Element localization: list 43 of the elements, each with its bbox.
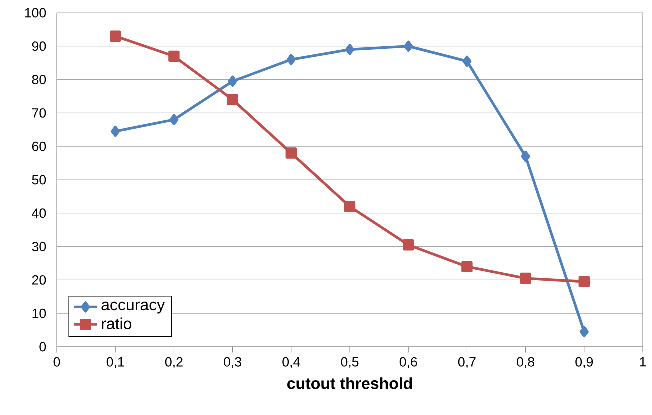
point [403, 240, 414, 251]
legend-label: accuracy [102, 302, 166, 314]
y-tick-label: 50 [32, 175, 46, 185]
y-tick-label: 40 [32, 208, 46, 218]
x-tick-label: 0,6 [400, 357, 418, 368]
x-tick-label: 0,9 [576, 357, 594, 368]
point [344, 201, 356, 212]
x-tick-label: 0,7 [458, 357, 476, 368]
y-tick-label: 60 [32, 142, 46, 152]
y-tick-label: 70 [32, 108, 46, 118]
point [521, 151, 530, 162]
y-tick-label: 10 [32, 308, 46, 318]
x-tick-label: 0,5 [341, 357, 359, 368]
point [462, 56, 472, 68]
point [462, 261, 473, 272]
point [286, 148, 298, 159]
x-axis-title: cutout threshold [288, 378, 412, 390]
point [170, 114, 179, 126]
x-tick-label: 1 [640, 357, 646, 367]
y-tick-label: 20 [32, 275, 46, 285]
point [520, 272, 532, 284]
point [345, 44, 355, 56]
point [111, 126, 120, 138]
point [286, 54, 296, 66]
point [227, 94, 238, 106]
x-tick-label: 0 [54, 357, 60, 367]
x-tick-label: 0,1 [106, 357, 124, 368]
y-tick-label: 80 [32, 75, 46, 85]
x-tick-label: 0,3 [224, 357, 242, 368]
x-tick-label: 0,2 [165, 357, 183, 368]
legend-label: ratio [102, 318, 132, 330]
point [580, 326, 589, 338]
point [228, 76, 238, 88]
y-tick-label: 100 [25, 8, 46, 18]
y-tick-label: 90 [32, 42, 46, 52]
y-tick-label: 30 [32, 242, 46, 252]
point [168, 50, 180, 62]
point [404, 40, 414, 52]
y-tick-label: 0 [40, 342, 46, 352]
point [110, 30, 122, 42]
x-tick-label: 0,4 [282, 357, 300, 368]
x-tick-label: 0,8 [517, 357, 534, 368]
point [578, 276, 590, 288]
